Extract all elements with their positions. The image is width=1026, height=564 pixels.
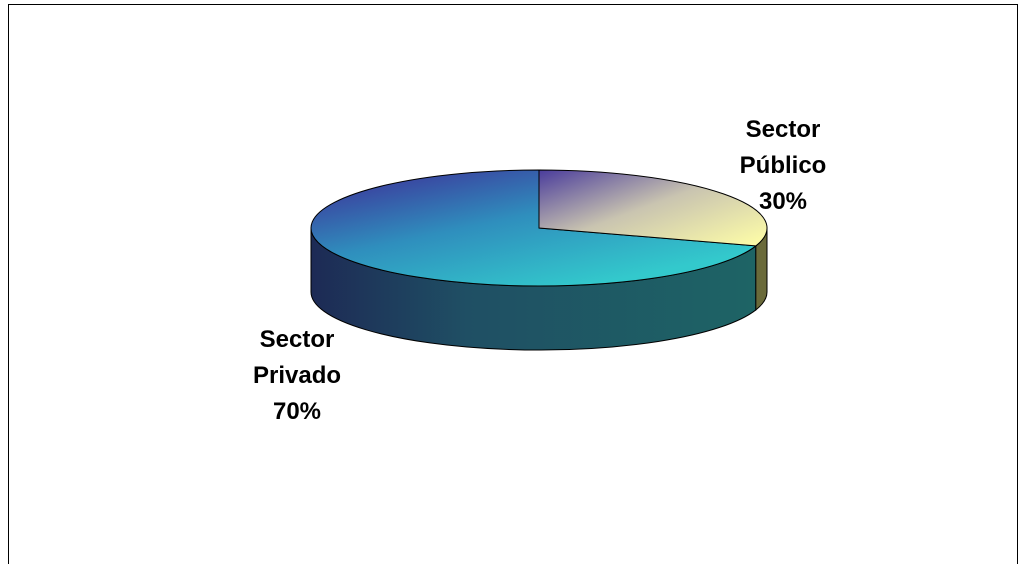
slice-top-sector-privado	[310, 169, 758, 287]
slice-label-sector-privado: Sector Privado 70%	[232, 322, 362, 430]
pie-top-faces	[310, 169, 768, 287]
slice-label-sector-publico: Sector Público 30%	[718, 112, 848, 220]
slice-label-line-1: Sector Público	[739, 116, 827, 179]
slice-label-percent: 70%	[272, 398, 322, 425]
slice-label-line-1: Sector Privado	[252, 326, 342, 389]
slice-label-percent: 30%	[758, 188, 808, 215]
chart-frame	[8, 4, 1018, 564]
slice-top-sector-publico	[538, 169, 768, 247]
